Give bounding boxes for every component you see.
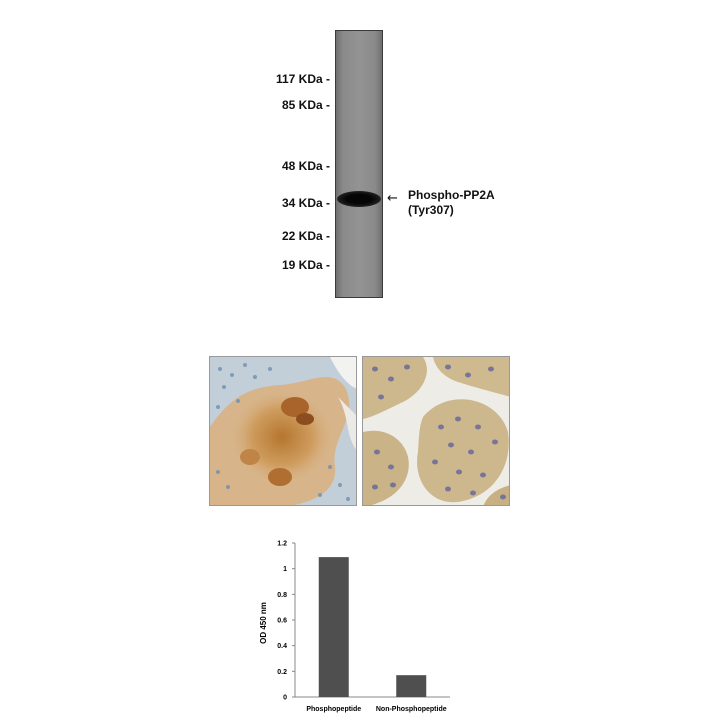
y-tick-label: 0.6 [277, 618, 287, 625]
x-category-label: Non-Phosphopeptide [376, 706, 447, 713]
marker-117: 117 KDa - [275, 72, 330, 86]
y-tick-label: 0 [283, 695, 287, 702]
marker-48: 48 KDa - [281, 159, 330, 173]
marker-34: 34 KDa - [281, 196, 330, 210]
y-tick-label: 0.4 [277, 643, 287, 650]
marker-85: 85 KDa - [281, 98, 330, 112]
ihc-panel-right [362, 356, 510, 506]
ihc-panel-left [209, 356, 357, 506]
band-arrow-icon: ← [387, 191, 398, 206]
band-label-line1: Phospho-PP2A [408, 188, 495, 202]
x-category-label: Phosphopeptide [306, 706, 361, 713]
phospho-pp2a-band [337, 191, 381, 207]
y-tick-label: 0.8 [277, 592, 287, 599]
elisa-bar-chart: OD 450 nm 0 0.2 0.4 0.6 0.8 1 1.2 Phosphopepti… [259, 541, 450, 713]
band-label: Phospho-PP2A (Tyr307) [408, 188, 495, 218]
marker-19: 19 KDa - [281, 258, 330, 272]
y-tick-label: 0.2 [277, 669, 287, 676]
y-axis-label: OD 450 nm [259, 602, 268, 644]
bar-phosphopeptide [318, 557, 349, 697]
bar-non-phosphopeptide [396, 675, 427, 697]
western-blot-lane [335, 30, 383, 298]
y-tick-label: 1 [283, 566, 287, 573]
marker-22: 22 KDa - [281, 229, 330, 243]
y-tick-label: 1.2 [277, 541, 287, 548]
band-label-line2: (Tyr307) [408, 203, 454, 217]
